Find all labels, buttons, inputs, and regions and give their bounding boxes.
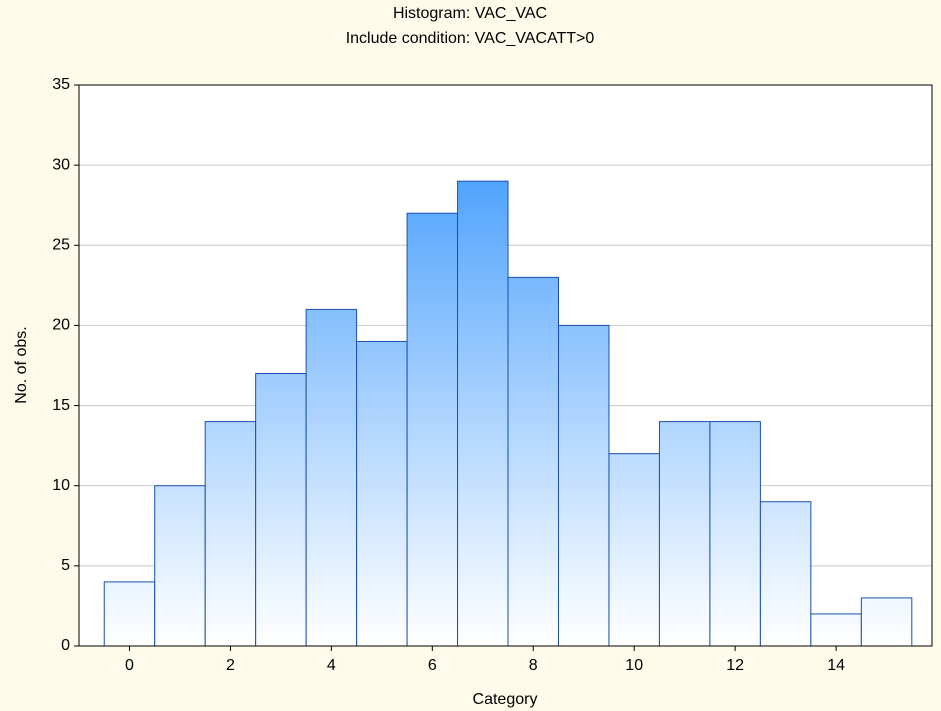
x-axis-label: Category [473, 691, 538, 708]
x-tick-label: 0 [125, 657, 134, 674]
plot-border [78, 84, 933, 647]
bar [608, 453, 660, 647]
bar [356, 340, 408, 647]
x-tick-label: 12 [726, 657, 744, 674]
y-tick-label: 25 [52, 237, 70, 254]
x-tick-label: 4 [327, 657, 336, 674]
bar [860, 597, 913, 647]
y-tick-label: 20 [52, 317, 70, 334]
bar [457, 180, 509, 647]
bar [810, 613, 862, 647]
bar [103, 581, 156, 647]
y-axis-label: No. of obs. [13, 326, 30, 403]
bar [305, 308, 358, 647]
bar [507, 276, 559, 647]
bar [557, 324, 610, 647]
x-tick-label: 8 [529, 657, 538, 674]
chart-title: Histogram: VAC_VAC [393, 5, 547, 22]
bar [658, 421, 711, 647]
chart-subtitle: Include condition: VAC_VACATT>0 [346, 30, 595, 47]
x-tick-label: 14 [827, 657, 845, 674]
bar [406, 212, 459, 647]
bar [255, 373, 307, 647]
y-tick-label: 5 [61, 557, 70, 574]
x-tick-label: 2 [226, 657, 235, 674]
y-tick-label: 0 [61, 637, 70, 654]
bar [759, 501, 812, 647]
bar [709, 421, 761, 647]
y-tick-label: 35 [52, 76, 70, 93]
x-tick-label: 6 [428, 657, 437, 674]
x-tick-label: 10 [625, 657, 643, 674]
y-tick-label: 15 [52, 397, 70, 414]
bar [154, 485, 206, 647]
y-tick-label: 10 [52, 477, 70, 494]
y-tick-label: 30 [52, 156, 70, 173]
bar [204, 421, 257, 647]
